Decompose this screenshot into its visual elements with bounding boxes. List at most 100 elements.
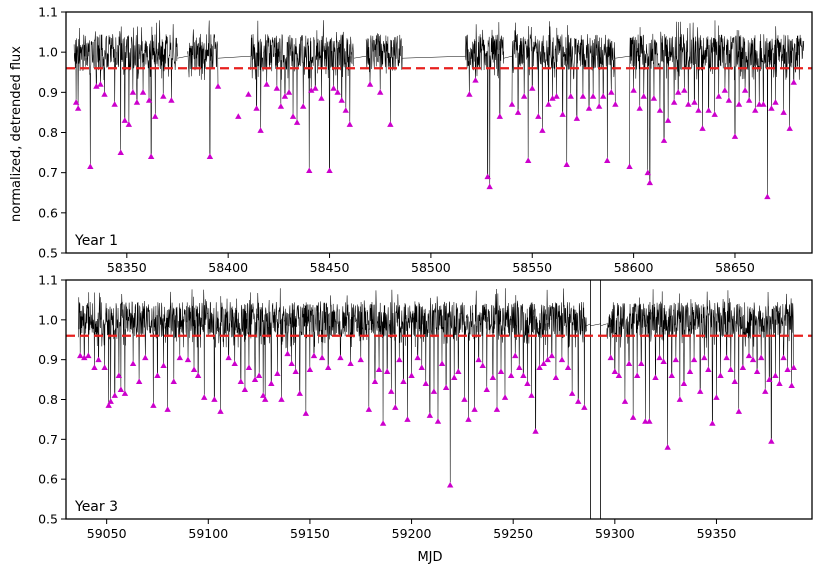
dip-marker [520, 93, 528, 99]
dip-marker [338, 97, 345, 103]
dip-marker [489, 374, 497, 380]
dip-marker [257, 127, 264, 133]
dip-marker [121, 390, 129, 396]
dip-marker [552, 374, 560, 380]
dip-marker [366, 81, 374, 87]
dip-marker [691, 99, 698, 105]
dip-marker [723, 354, 730, 361]
dip-marker [310, 352, 318, 359]
flux-segment [472, 288, 587, 432]
dip-marker [536, 364, 543, 371]
dip-marker [296, 390, 303, 396]
dip-marker [629, 414, 637, 420]
flux-gap-link [600, 323, 607, 327]
dip-marker [306, 366, 314, 373]
dip-marker [642, 418, 649, 424]
panel-year-1: 0.5 0.6 0.7 0.8 0.9 1.0 1.1 58350 58400 58450 5850… [38, 5, 813, 275]
dip-marker [507, 372, 515, 378]
dip-marker [486, 183, 493, 190]
dip-marker [585, 105, 593, 111]
dip-marker [371, 378, 379, 384]
dip-marker [705, 107, 712, 113]
dip-marker [129, 360, 137, 367]
flux-segment [187, 20, 219, 157]
dip-marker [262, 396, 269, 402]
dip-marker [278, 396, 285, 402]
dip-marker [377, 89, 384, 95]
dip-marker [285, 89, 293, 95]
dip-marker [745, 352, 753, 359]
dip-marker [251, 376, 259, 382]
dip-marker [741, 87, 749, 93]
y-tick-label: 0.8 [38, 125, 58, 140]
dip-marker [540, 360, 547, 367]
dip-marker [471, 406, 478, 412]
dip-marker [664, 444, 671, 450]
dip-marker [125, 121, 133, 127]
y-tick-label: 0.7 [38, 432, 58, 447]
dip-marker [670, 99, 678, 105]
dip-marker [786, 125, 793, 131]
dip-marker [711, 111, 718, 117]
dip-marker [646, 418, 653, 424]
dip-marker [524, 157, 532, 164]
dip-marker [660, 358, 667, 365]
dip-marker [105, 402, 112, 408]
dip-marker [135, 378, 143, 384]
dip-marker [160, 362, 167, 369]
dip-marker [685, 101, 692, 107]
dip-marker [581, 404, 588, 410]
dip-marker [288, 360, 295, 367]
dip-marker [611, 368, 619, 375]
dip-marker [91, 364, 98, 371]
flux-segment [77, 288, 368, 414]
dip-marker [129, 89, 137, 95]
dip-marker [768, 105, 775, 111]
dip-marker [442, 384, 450, 390]
dip-marker [388, 388, 395, 394]
dip-marker [508, 101, 516, 107]
x-tick-label: 59150 [290, 526, 330, 541]
dip-marker [274, 370, 281, 377]
y-tick-label: 0.9 [38, 85, 58, 100]
dip-marker [268, 380, 275, 386]
y-tick-label: 1.0 [38, 45, 58, 60]
dip-marker [514, 109, 522, 115]
dip-marker [414, 354, 421, 361]
dip-marker [766, 376, 773, 382]
x-tick-label: 59050 [87, 526, 127, 541]
dip-marker [636, 105, 643, 111]
dip-marker [346, 121, 354, 127]
dip-marker [553, 93, 560, 99]
dip-marker [493, 406, 501, 412]
flux-gap-link [590, 323, 601, 327]
dip-marker [465, 416, 472, 422]
dip-marker [325, 364, 332, 371]
dip-marker [497, 368, 505, 375]
dip-marker [214, 83, 222, 89]
dip-marker [326, 167, 333, 174]
dip-marker [595, 103, 603, 109]
dip-marker [760, 101, 767, 107]
dip-marker [404, 416, 411, 422]
dip-marker [139, 89, 147, 95]
dip-marker [672, 356, 680, 363]
dip-marker [483, 386, 490, 392]
dip-marker [231, 360, 238, 367]
dip-marker [589, 93, 597, 99]
dip-marker [727, 366, 734, 373]
dip-marker [184, 356, 192, 363]
dip-marker [644, 169, 651, 176]
dip-marker [532, 428, 539, 434]
dip-marker [111, 101, 118, 107]
dip-marker [426, 412, 434, 418]
dip-marker [535, 113, 542, 119]
dip-marker [121, 117, 128, 123]
dip-marker [699, 125, 706, 131]
dip-marker [160, 93, 167, 99]
dip-marker [164, 406, 171, 412]
dip-marker [93, 83, 100, 89]
dip-marker [408, 372, 415, 378]
dip-marker [780, 109, 787, 115]
